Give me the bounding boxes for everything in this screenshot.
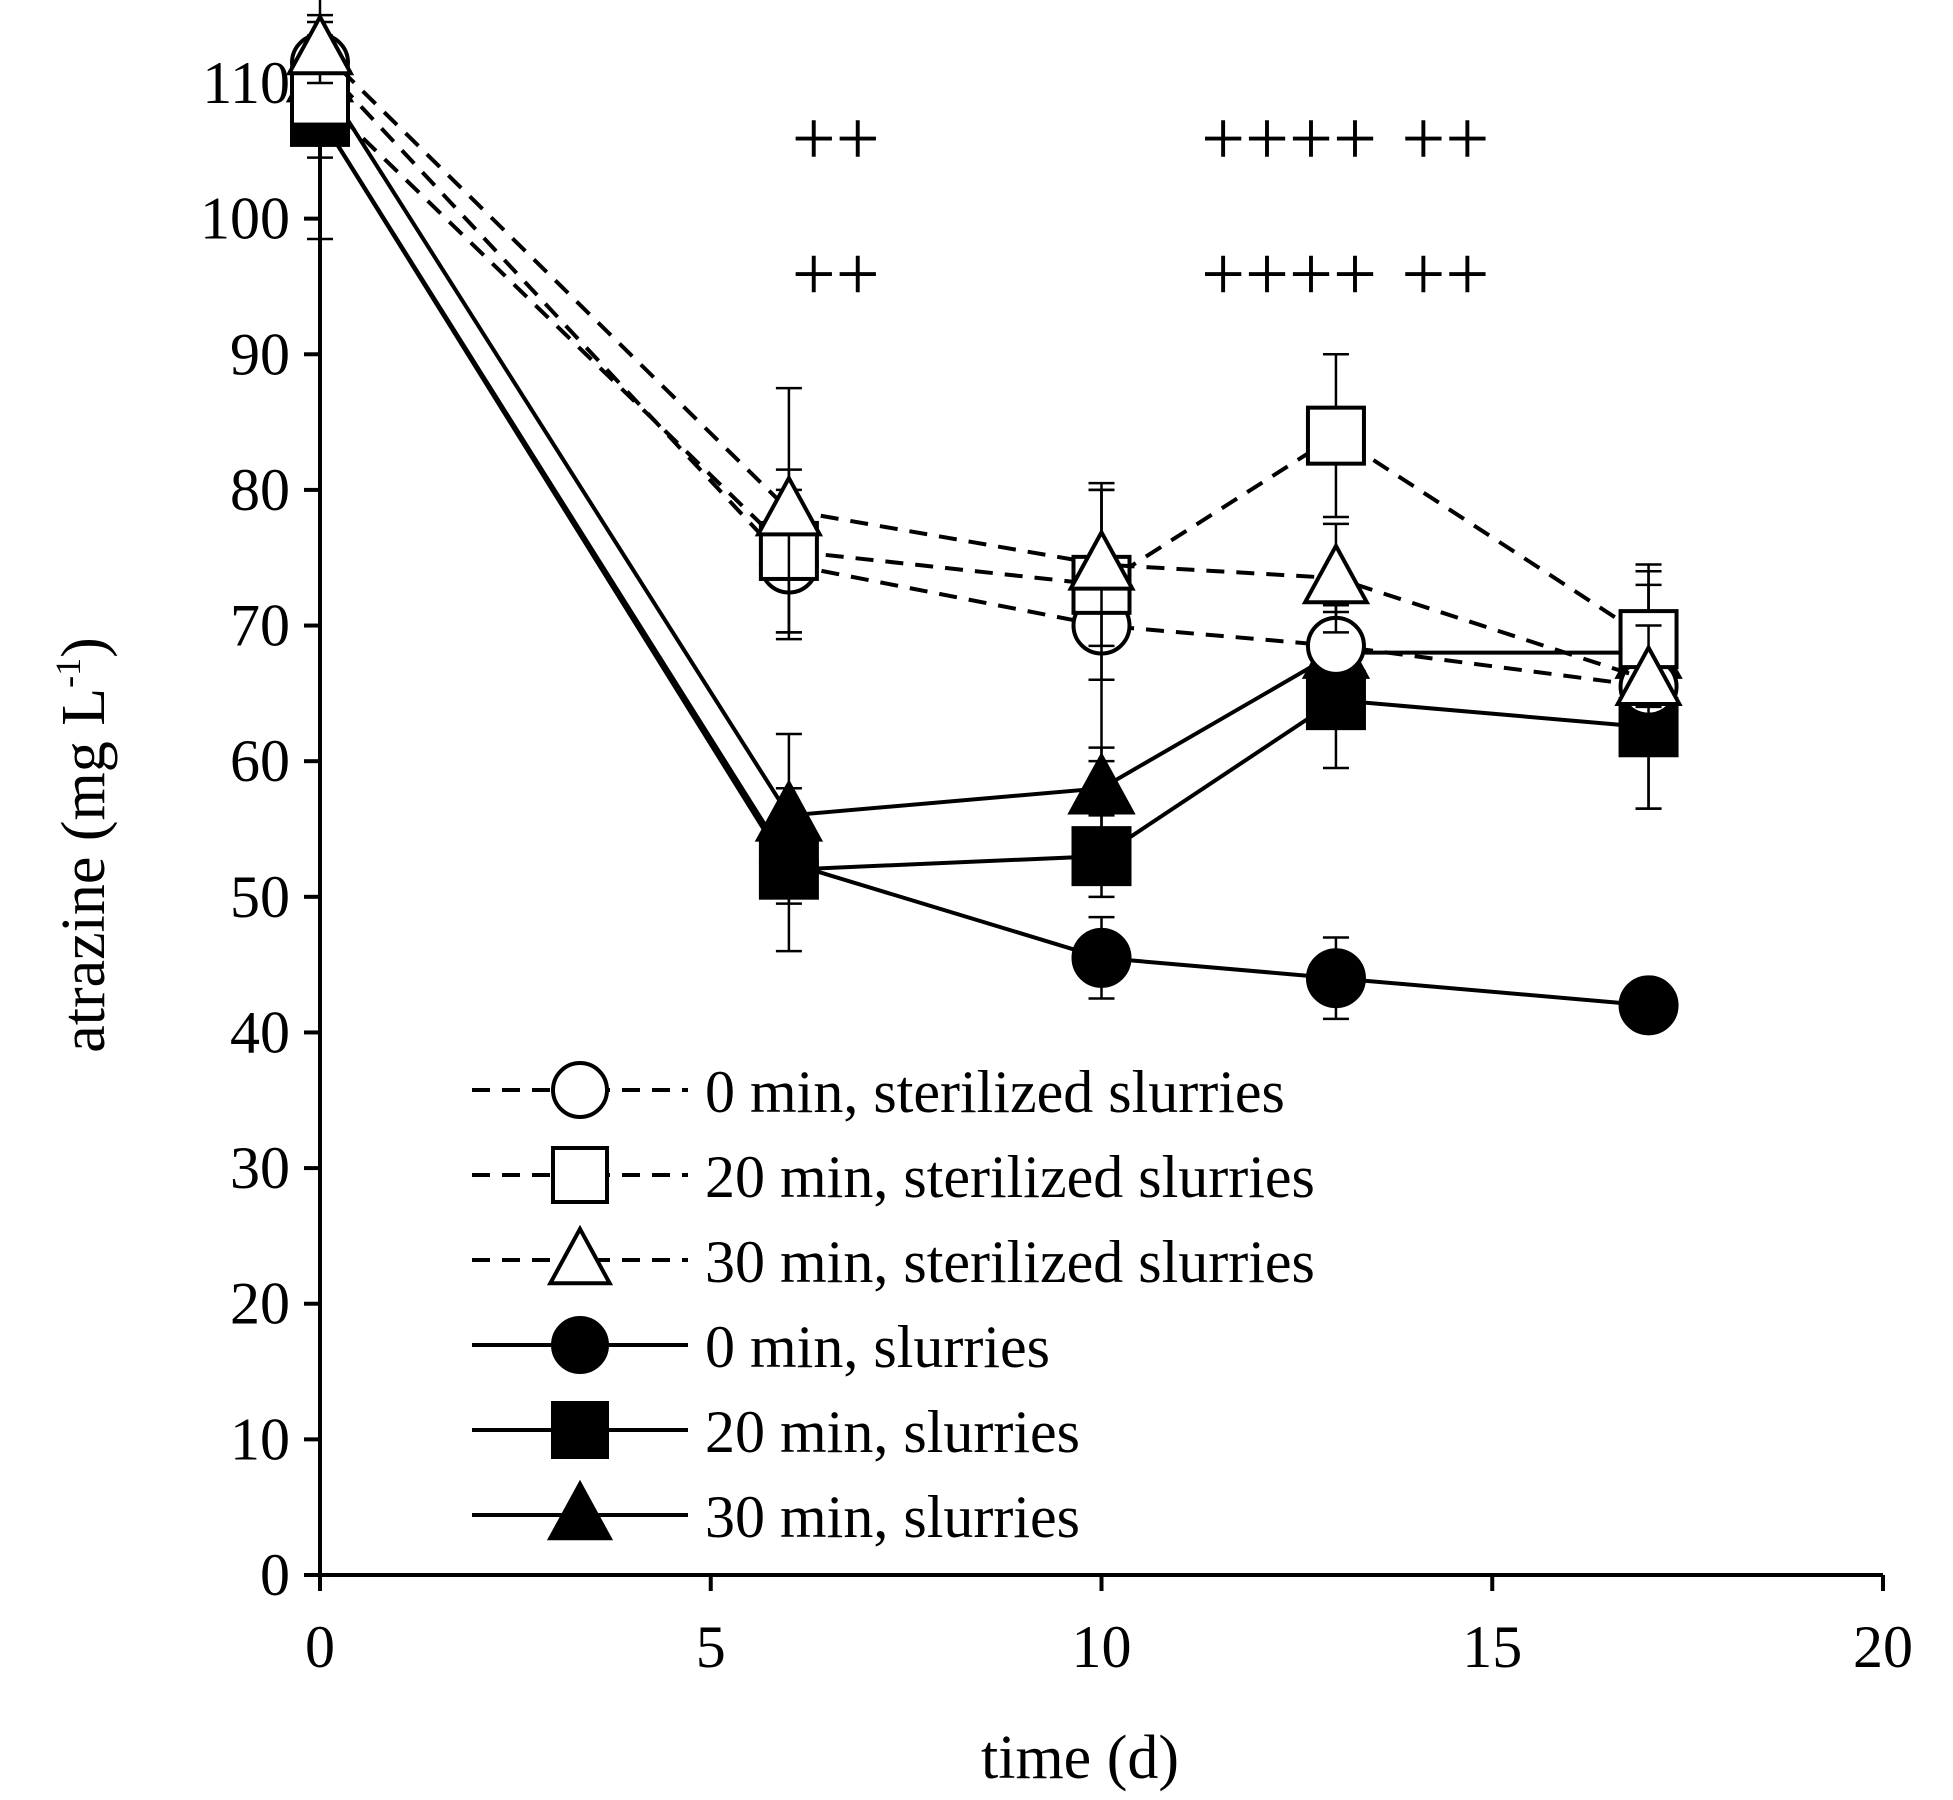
- legend: 0 min, sterilized slurries 20 min, steril…: [472, 1059, 1315, 1550]
- plot-area: [285, 0, 1683, 1036]
- legend-label: 0 min, slurries: [705, 1314, 1050, 1380]
- data-point: [1305, 405, 1366, 466]
- significance-marks: ++ ++++ ++++ ++++ ++: [792, 94, 1490, 317]
- legend-label: 20 min, slurries: [705, 1399, 1080, 1465]
- legend-entry: 20 min, slurries: [472, 1399, 1080, 1465]
- y-axis-title: atrazine (mg L-1): [48, 637, 118, 1053]
- x-tick-label: 10: [1072, 1614, 1132, 1680]
- significance-mark: ++: [792, 230, 880, 317]
- legend-entry: 20 min, sterilized slurries: [472, 1144, 1315, 1210]
- x-tick-label: 5: [696, 1614, 726, 1680]
- legend-entry: 30 min, slurries: [472, 1479, 1080, 1550]
- significance-mark: ++: [1401, 230, 1489, 317]
- series-line: [318, 75, 1649, 818]
- data-point: [1301, 541, 1371, 605]
- y-tick-label: 0: [260, 1542, 290, 1608]
- y-tick-label: 20: [230, 1271, 290, 1337]
- y-tick-label: 70: [230, 593, 290, 659]
- data-point: [1071, 927, 1132, 988]
- x-tick-label: 0: [305, 1614, 335, 1680]
- legend-entry: 30 min, sterilized slurries: [472, 1224, 1315, 1295]
- x-axis-title: time (d): [981, 1724, 1179, 1792]
- y-tick-label: 110: [202, 50, 290, 116]
- series-5: [290, 74, 1679, 953]
- legend-marker: [546, 1479, 614, 1541]
- data-point: [1067, 528, 1136, 591]
- significance-mark: ++: [792, 94, 880, 181]
- legend-marker: [546, 1224, 614, 1286]
- legend-label: 30 min, sterilized slurries: [705, 1229, 1315, 1295]
- x-tick-label: 20: [1853, 1614, 1913, 1680]
- y-tick-label: 30: [230, 1135, 290, 1201]
- y-tick-label: 50: [230, 864, 290, 930]
- legend-entry: 0 min, slurries: [472, 1314, 1050, 1380]
- legend-marker: [551, 1316, 609, 1374]
- data-point: [1067, 751, 1136, 815]
- x-tick-label: 15: [1462, 1614, 1522, 1680]
- data-point: [1305, 948, 1366, 1009]
- legend-marker: [551, 1401, 609, 1459]
- series-3: [285, 12, 1683, 736]
- significance-mark: ++: [1401, 94, 1489, 181]
- y-tick-label: 60: [230, 728, 290, 794]
- data-point: [1614, 643, 1683, 706]
- legend-marker: [551, 1061, 609, 1119]
- y-tick-label: 10: [230, 1406, 290, 1472]
- y-axis-title-superscript: -1: [48, 658, 88, 688]
- data-point: [1071, 826, 1132, 887]
- y-axis-title-text: atrazine (mg L: [50, 688, 118, 1053]
- legend-label: 0 min, sterilized slurries: [705, 1059, 1285, 1125]
- axes: 0 5 10 15 20 0 10 20 30 40 50 60 70 80 90 100 110: [200, 50, 1913, 1680]
- significance-mark: ++++: [1201, 230, 1377, 317]
- data-point: [1618, 975, 1679, 1036]
- data-point: [285, 12, 355, 76]
- legend-label: 30 min, slurries: [705, 1484, 1080, 1550]
- legend-label: 20 min, sterilized slurries: [705, 1144, 1315, 1210]
- legend-marker: [551, 1146, 609, 1204]
- y-tick-label: 90: [230, 321, 290, 387]
- y-axis-title-close: ): [50, 637, 118, 658]
- data-point: [754, 473, 824, 537]
- y-tick-label: 80: [230, 457, 290, 523]
- y-tick-label: 40: [230, 999, 290, 1065]
- data-point: [754, 779, 824, 842]
- legend-entry: 0 min, sterilized slurries: [472, 1059, 1285, 1125]
- y-tick-label: 100: [200, 186, 290, 252]
- significance-mark: ++++: [1201, 94, 1377, 181]
